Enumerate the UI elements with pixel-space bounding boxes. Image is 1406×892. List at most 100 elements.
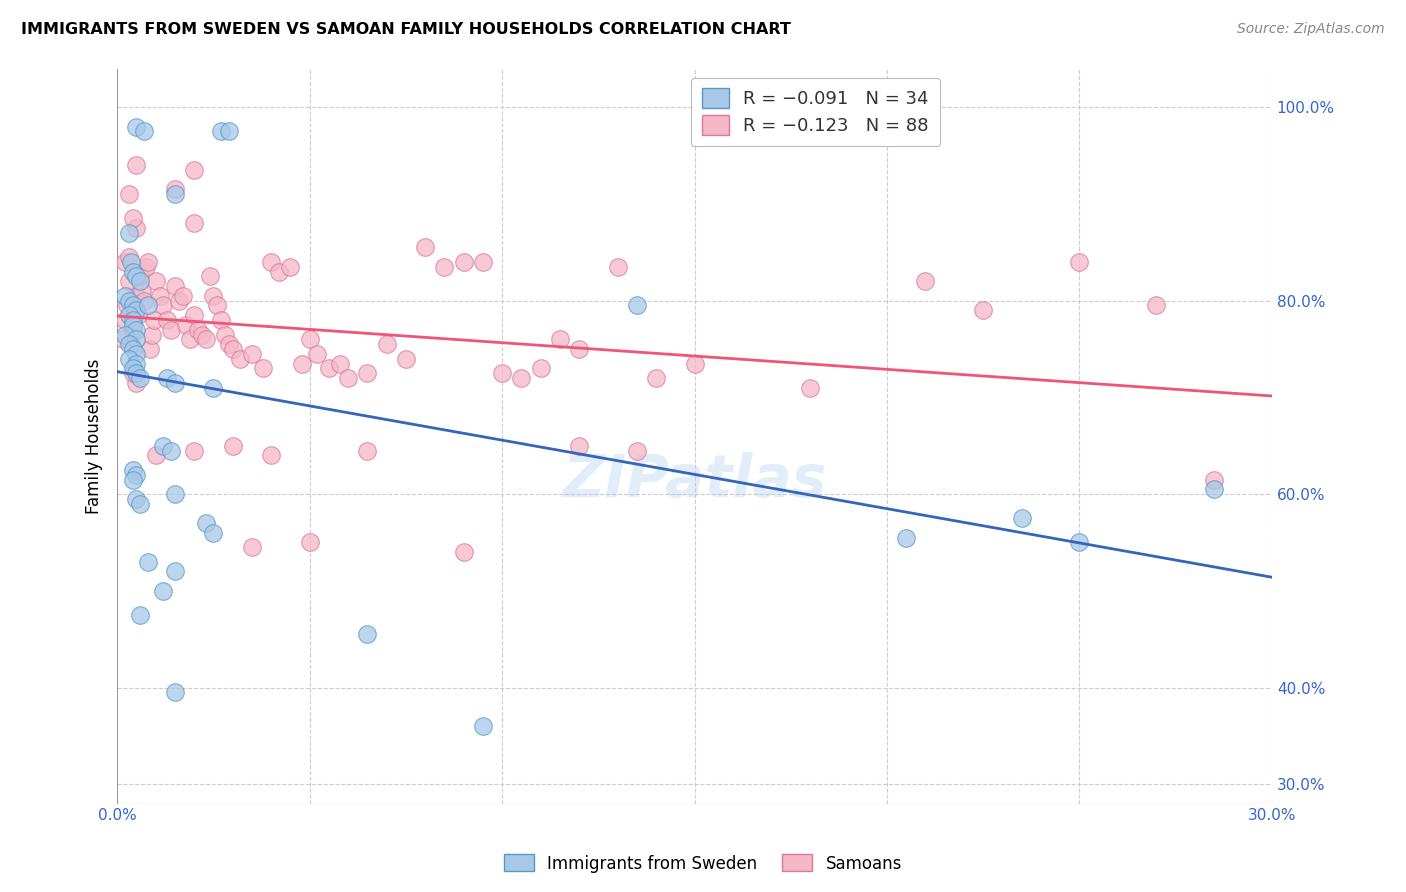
Point [252,361,274,376]
Point [124,303,146,318]
Point [111,332,134,346]
Point [121,313,143,327]
Point [121,361,143,376]
Point [972,303,994,318]
Point [280,260,302,274]
Point [114,327,136,342]
Point [356,627,378,641]
Point [125,303,148,318]
Point [202,525,225,540]
Point [114,289,136,303]
Point [1069,255,1091,269]
Point [125,376,148,390]
Point [156,313,179,327]
Point [267,265,290,279]
Point [914,274,936,288]
Point [156,371,179,385]
Point [510,371,533,385]
Point [141,327,163,342]
Point [114,313,136,327]
Point [356,366,378,380]
Point [136,555,159,569]
Point [125,347,148,361]
Point [298,332,321,346]
Point [118,293,141,308]
Point [145,274,167,288]
Point [307,347,329,361]
Point [433,260,456,274]
Point [191,327,214,342]
Point [194,332,217,346]
Point [129,371,152,385]
Point [163,487,186,501]
Point [120,337,142,351]
Point [121,211,143,226]
Point [471,719,494,733]
Point [163,685,186,699]
Point [160,443,183,458]
Point [395,351,418,366]
Point [134,293,156,308]
Point [125,332,148,346]
Point [118,250,141,264]
Point [198,269,221,284]
Point [125,221,148,235]
Point [183,308,205,322]
Point [1069,535,1091,549]
Point [163,565,186,579]
Point [118,351,141,366]
Point [209,313,232,327]
Point [471,255,494,269]
Point [139,342,162,356]
Point [229,351,252,366]
Point [207,298,229,312]
Point [121,298,143,312]
Point [167,293,190,308]
Point [218,337,240,351]
Point [125,357,148,371]
Point [125,269,148,284]
Point [121,323,143,337]
Point [134,124,156,138]
Point [194,516,217,530]
Point [187,323,209,337]
Point [136,255,159,269]
Text: Source: ZipAtlas.com: Source: ZipAtlas.com [1237,22,1385,37]
Point [152,583,174,598]
Text: ZIPatlas: ZIPatlas [562,451,827,508]
Point [202,381,225,395]
Point [375,337,398,351]
Point [548,332,571,346]
Point [125,467,148,482]
Point [221,342,243,356]
Point [145,449,167,463]
Point [115,298,138,312]
Point [214,327,236,342]
Point [356,443,378,458]
Legend: Immigrants from Sweden, Samoans: Immigrants from Sweden, Samoans [498,847,908,880]
Point [183,443,205,458]
Point [121,473,143,487]
Point [1011,511,1033,525]
Point [131,284,153,298]
Point [240,347,263,361]
Point [529,361,551,376]
Point [329,357,352,371]
Point [118,274,141,288]
Point [626,443,648,458]
Point [1204,483,1226,497]
Point [163,376,186,390]
Point [202,289,225,303]
Point [121,366,143,380]
Point [183,163,205,178]
Point [176,318,198,332]
Point [179,332,201,346]
Point [148,289,170,303]
Point [125,323,148,337]
Text: IMMIGRANTS FROM SWEDEN VS SAMOAN FAMILY HOUSEHOLDS CORRELATION CHART: IMMIGRANTS FROM SWEDEN VS SAMOAN FAMILY … [21,22,792,37]
Point [1204,473,1226,487]
Point [896,531,918,545]
Y-axis label: Family Households: Family Households [86,359,103,514]
Point [127,308,149,322]
Point [413,240,436,254]
